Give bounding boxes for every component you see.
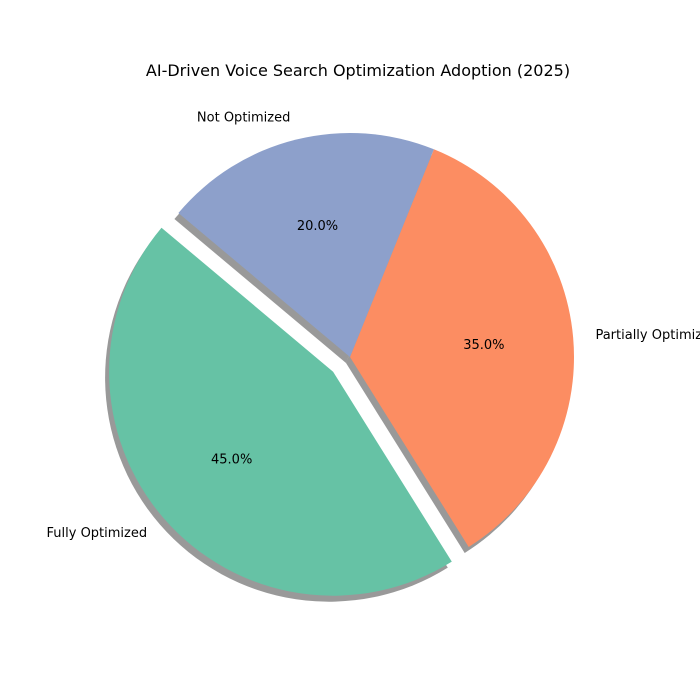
pie-slice-fully-optimized — [109, 227, 452, 596]
chart-title: AI-Driven Voice Search Optimization Adop… — [146, 61, 570, 80]
slice-labels: Fully Optimized 45.0% Partially Optimized 3… — [47, 110, 700, 540]
slice-label-fully-optimized: Fully Optimized — [47, 526, 148, 541]
slice-percent-not-optimized: 20.0% — [297, 219, 338, 234]
slice-label-not-optimized: Not Optimized — [197, 110, 290, 125]
slice-percent-fully-optimized: 45.0% — [211, 452, 252, 467]
slice-percent-partially-optimized: 35.0% — [463, 338, 504, 353]
slice-label-partially-optimized: Partially Optimized — [595, 328, 700, 343]
pie-slice-partially-optimized — [350, 149, 574, 547]
pie-slice-not-optimized — [178, 132, 434, 357]
slices — [109, 132, 574, 596]
